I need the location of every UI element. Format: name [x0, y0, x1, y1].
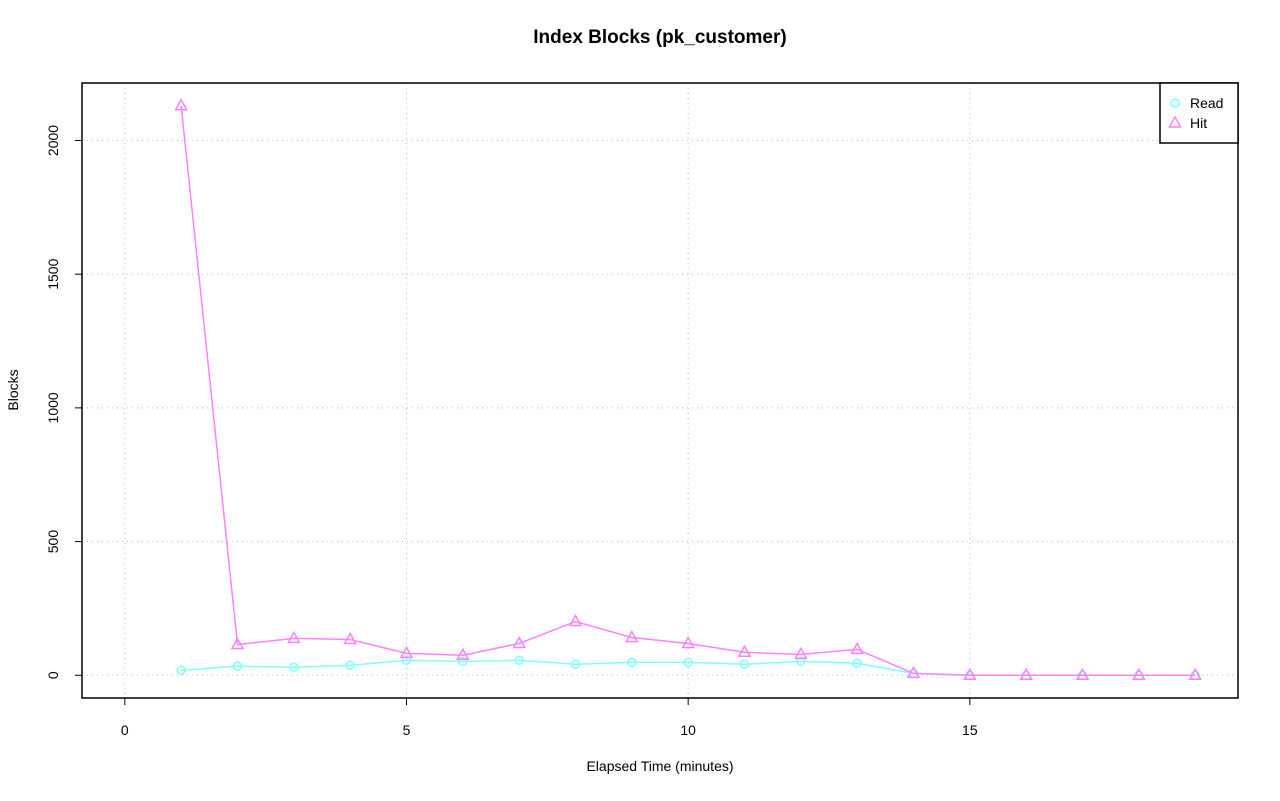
marker — [850, 641, 864, 655]
marker — [1132, 667, 1146, 681]
plot-frame — [81, 82, 1239, 699]
legend-box — [1159, 82, 1239, 144]
y-tick-label: 0 — [45, 671, 61, 679]
marker — [627, 657, 637, 668]
chart-title: Index Blocks (pk_customer) — [533, 27, 786, 48]
marker — [963, 667, 977, 681]
y-tick-label: 2000 — [45, 125, 61, 156]
marker — [458, 656, 468, 667]
marker — [1019, 667, 1033, 681]
marker — [625, 630, 639, 643]
x-axis-label: Elapsed Time (minutes) — [586, 758, 733, 774]
marker — [852, 658, 862, 668]
x-tick-label: 0 — [121, 722, 129, 738]
marker — [1075, 667, 1090, 681]
x-tick-label: 10 — [680, 722, 696, 738]
legend-marker — [1170, 98, 1180, 108]
x-tick-label: 5 — [403, 722, 411, 738]
y-axis-label: Blocks — [5, 369, 21, 410]
marker — [176, 665, 186, 675]
marker — [512, 635, 526, 649]
marker — [287, 630, 301, 644]
marker — [399, 645, 414, 659]
marker — [289, 662, 299, 672]
marker — [739, 659, 750, 670]
legend-marker — [1168, 115, 1182, 128]
marker — [681, 635, 695, 649]
y-tick-label: 500 — [45, 530, 61, 554]
y-tick-label: 1000 — [45, 392, 61, 423]
marker — [230, 636, 245, 650]
marker — [794, 646, 808, 660]
legend-label: Hit — [1190, 115, 1207, 131]
marker — [232, 661, 243, 671]
marker — [174, 98, 188, 111]
marker — [683, 657, 693, 668]
marker — [401, 655, 412, 666]
y-tick-label: 1500 — [45, 258, 61, 289]
marker — [737, 644, 752, 658]
x-tick-label: 15 — [962, 722, 978, 738]
marker — [514, 655, 524, 666]
series-line — [180, 105, 1196, 677]
marker — [570, 659, 581, 670]
marker — [1188, 667, 1202, 681]
marker — [345, 660, 355, 671]
marker — [568, 613, 583, 627]
marker — [456, 647, 470, 660]
marker — [906, 665, 921, 679]
marker — [796, 656, 806, 667]
legend-label: Read — [1190, 95, 1223, 111]
marker — [343, 631, 357, 645]
